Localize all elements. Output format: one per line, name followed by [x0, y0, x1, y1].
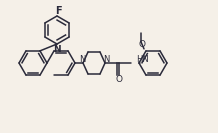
Text: N: N [79, 55, 85, 65]
Text: HN: HN [136, 55, 149, 65]
Text: F: F [55, 6, 61, 16]
Text: N: N [53, 45, 61, 54]
Text: N: N [103, 55, 109, 65]
Text: O: O [138, 40, 145, 49]
Text: O: O [116, 74, 123, 84]
